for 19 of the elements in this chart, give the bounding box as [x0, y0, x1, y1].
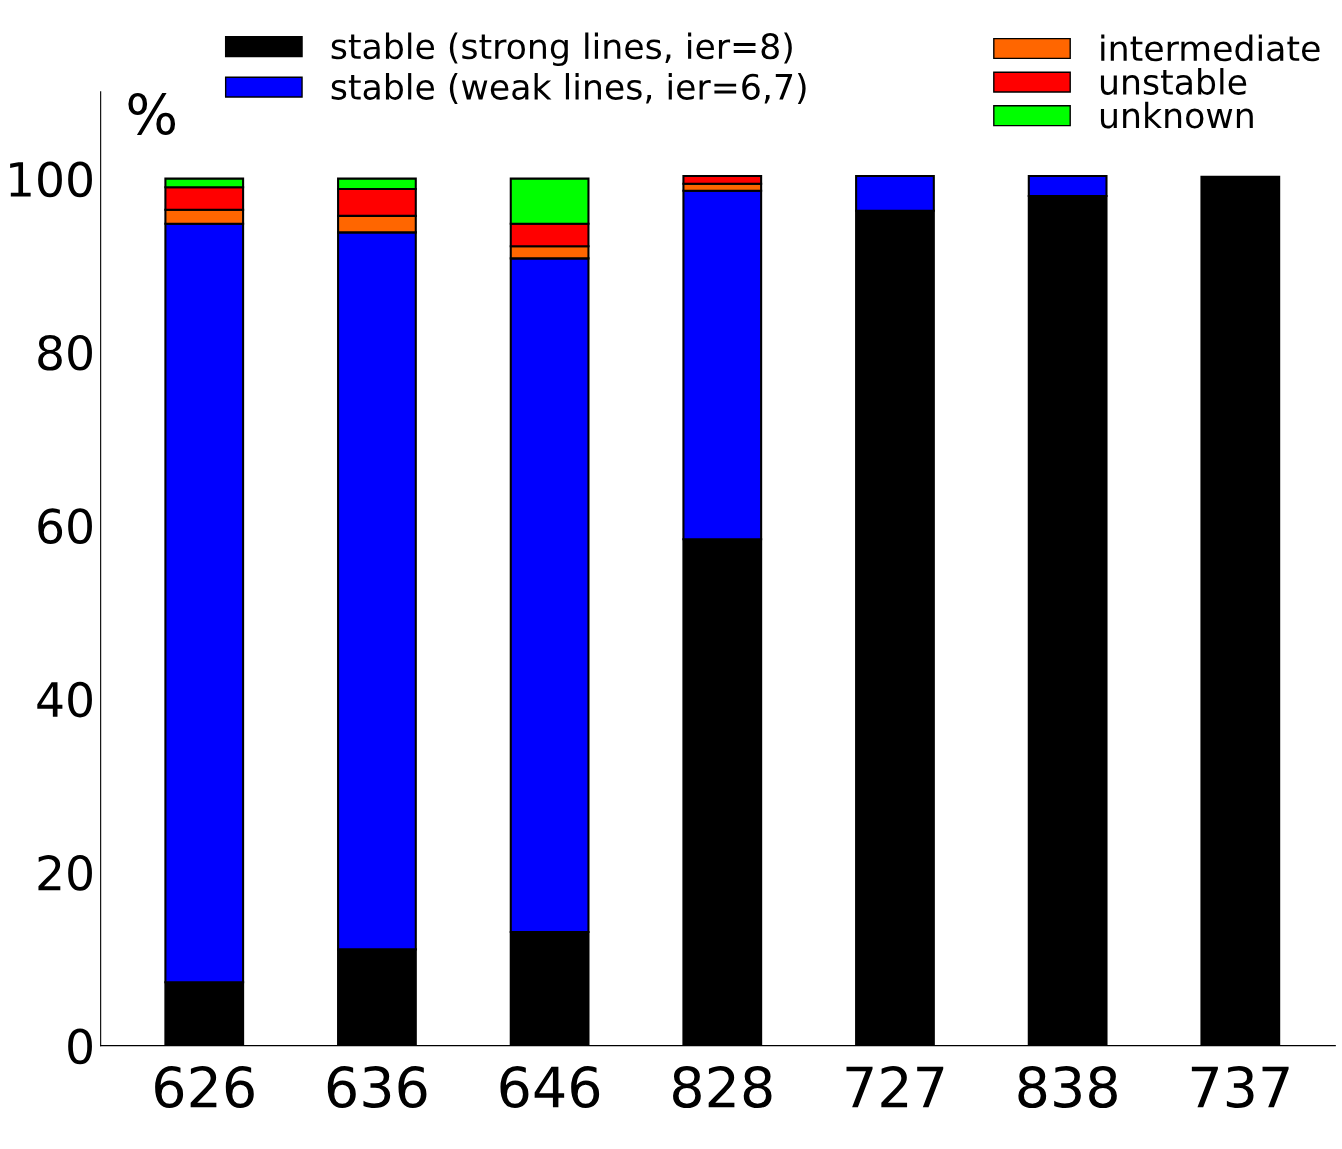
legend-label: intermediate: [1101, 34, 1320, 62]
legend-label: stable (strong lines, ier=8): [331, 32, 792, 67]
legend-label: stable (weak lines, ier=6,7): [331, 73, 806, 104]
x-tick-label: 828: [673, 1066, 772, 1109]
legend-label: unknown: [1100, 101, 1253, 129]
y-tick-label: 0: [68, 1028, 92, 1065]
y-tick-label: 20: [38, 855, 92, 891]
x-tick-label: 737: [1191, 1066, 1289, 1109]
y-tick-label: 100: [10, 161, 92, 198]
x-tick-label: 626: [155, 1066, 254, 1109]
y-axis-title: %: [128, 92, 176, 135]
x-tick-label: 646: [500, 1066, 600, 1109]
x-tick-label: 727: [846, 1066, 944, 1108]
legend-label: unstable: [1100, 68, 1247, 95]
y-tick-label: 40: [37, 681, 92, 718]
x-tick-label: 838: [1018, 1066, 1117, 1109]
x-tick-label: 636: [327, 1066, 427, 1109]
y-tick-label: 80: [38, 334, 92, 371]
y-tick-label: 60: [38, 508, 92, 545]
